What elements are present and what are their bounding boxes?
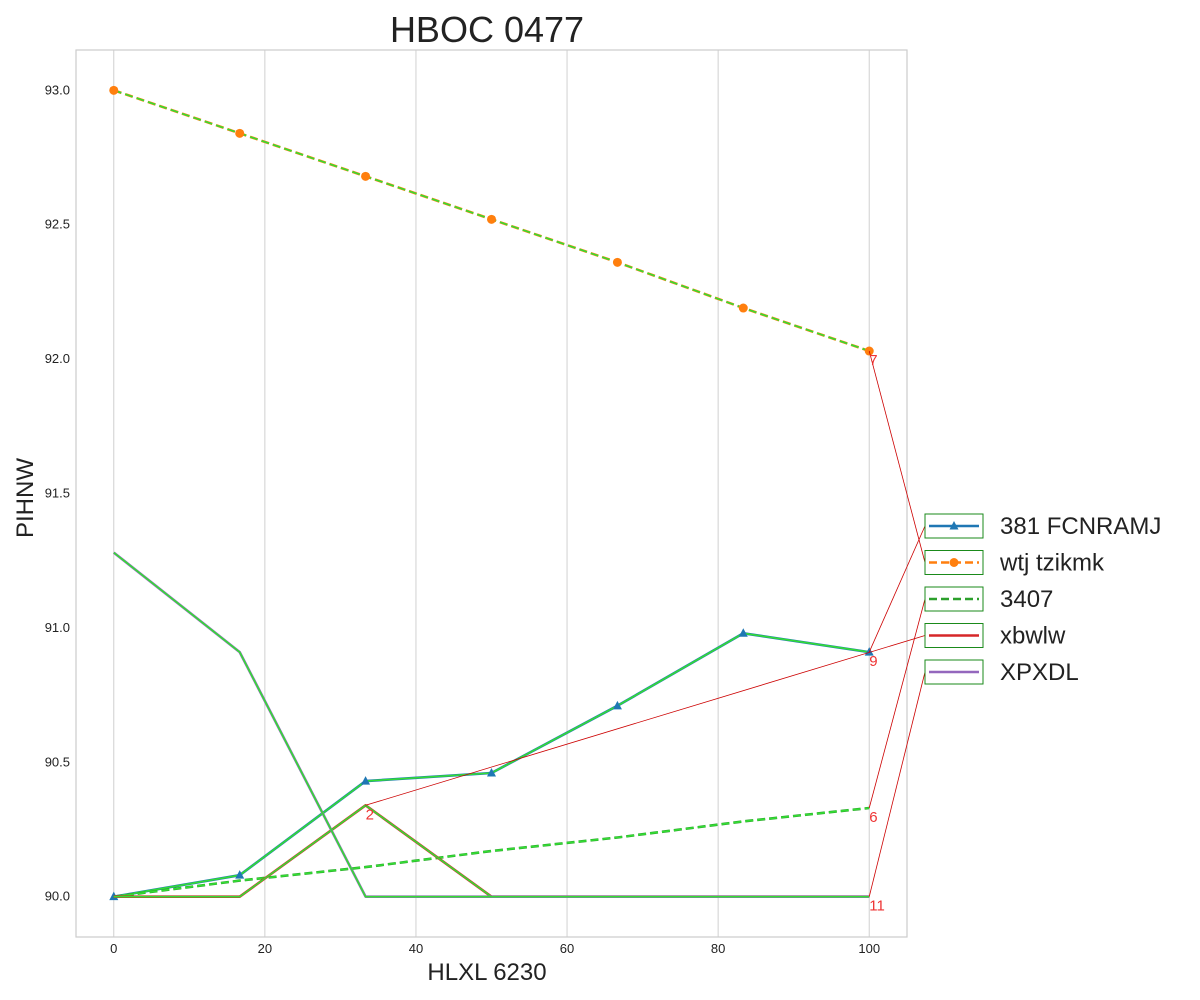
data-point: [235, 870, 245, 879]
legend-item-3407: 3407: [924, 586, 1053, 613]
data-point: [487, 768, 496, 777]
legend-item-wtj-tzikmk: wtj tzikmk: [924, 550, 1105, 577]
y-axis-label: PIHNW: [12, 458, 39, 538]
data-point: [109, 85, 119, 95]
legend-item-381-fcnramj: 381 FCNRAMJ: [924, 513, 1161, 540]
y-axis-ticks: 90.0 90.5 91.0 91.5 92.0 92.5 93.0: [45, 82, 70, 903]
x-tick-label: 40: [409, 941, 423, 956]
annotation-label: 9: [869, 653, 877, 670]
x-tick-label: 60: [560, 941, 574, 956]
legend-label: XPXDL: [1000, 659, 1079, 686]
legend-item-xbwlw: xbwlw: [924, 623, 1066, 650]
y-tick-label: 90.5: [45, 754, 70, 769]
data-point: [361, 776, 371, 785]
data-point: [612, 257, 622, 267]
annotation-leader-line: [868, 350, 926, 563]
x-axis-ticks: 0 20 40 60 80 100: [110, 941, 880, 956]
chart-title: HBOC 0477: [390, 9, 584, 50]
legend-label: 3407: [1000, 586, 1053, 613]
annotation-label: 2: [366, 806, 374, 823]
y-tick-label: 92.5: [45, 217, 70, 232]
grid-lines: [113, 50, 870, 937]
data-point: [361, 171, 371, 181]
annotation-leader-line: [868, 598, 926, 809]
data-point: [235, 128, 245, 138]
legend-swatch-marker: [949, 521, 959, 530]
annotation-label: 11: [869, 898, 885, 915]
annotation-leader-line: [868, 671, 926, 897]
annotation-leaders: [365, 350, 926, 897]
x-tick-label: 0: [110, 941, 117, 956]
x-axis-label: HLXL 6230: [427, 959, 546, 986]
annotation-leader-line: [365, 635, 926, 806]
x-tick-label: 100: [858, 941, 880, 956]
plot-background: [76, 50, 907, 937]
annotation-leader-line: [868, 525, 926, 653]
legend: 381 FCNRAMJ wtj tzikmk 3407 xbwlw XPXDL: [924, 513, 1161, 686]
data-point: [612, 700, 622, 710]
series-381-fcnramj: [109, 628, 874, 901]
legend-label: xbwlw: [1000, 623, 1066, 650]
series-highlight-line: [113, 807, 870, 898]
series-xpxdl: [112, 551, 870, 899]
series-layer: [109, 85, 874, 901]
legend-label: 381 FCNRAMJ: [1000, 513, 1161, 540]
legend-label: wtj tzikmk: [999, 550, 1105, 577]
legend-swatch-marker: [949, 558, 959, 567]
y-tick-label: 91.0: [45, 620, 70, 635]
x-tick-label: 80: [711, 941, 725, 956]
y-tick-label: 90.0: [45, 889, 70, 904]
data-point: [738, 628, 748, 637]
annotation-label: 6: [869, 809, 877, 826]
data-point: [738, 303, 748, 313]
annotation-labels: 7 9 2 6 11: [366, 352, 885, 915]
data-point: [487, 214, 496, 224]
series-3407: [113, 806, 870, 898]
series-highlight-line: [113, 551, 870, 898]
y-tick-label: 93.0: [45, 82, 70, 97]
legend-item-xpxdl: XPXDL: [924, 659, 1079, 686]
x-tick-label: 20: [258, 941, 272, 956]
y-tick-label: 92.0: [45, 351, 70, 366]
y-tick-label: 91.5: [45, 486, 70, 501]
annotation-label: 7: [869, 352, 877, 369]
series-wtj-tzikmk: [109, 85, 874, 356]
